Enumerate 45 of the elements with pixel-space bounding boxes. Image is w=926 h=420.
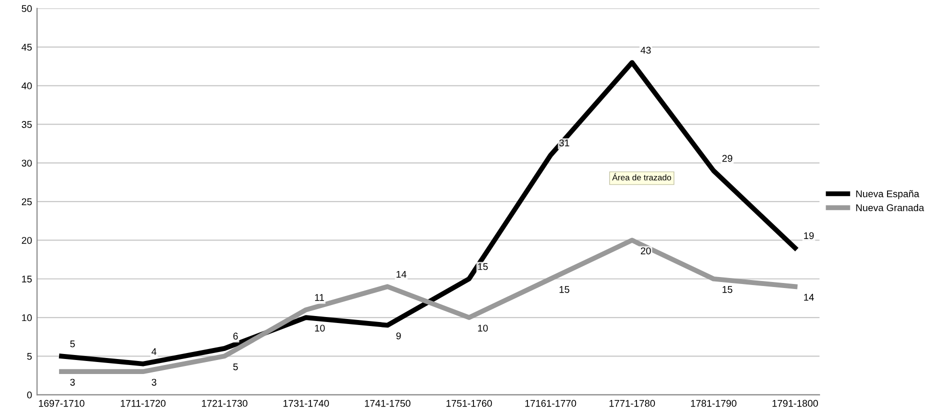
data-label: 43 bbox=[640, 46, 651, 54]
data-label: 15 bbox=[478, 263, 488, 270]
data-label: 14 bbox=[804, 294, 814, 301]
data-label: 15 bbox=[560, 286, 570, 293]
y-tick-label: 5 bbox=[27, 352, 32, 360]
data-label: 29 bbox=[722, 154, 732, 162]
legend-label: Nueva Granada bbox=[856, 204, 924, 212]
x-tick-label: 1731-1740 bbox=[284, 400, 329, 407]
data-label: 9 bbox=[396, 332, 401, 340]
line-series bbox=[59, 238, 798, 374]
y-tick-label: 15 bbox=[22, 276, 32, 282]
annotation: Área de trazado bbox=[612, 173, 672, 180]
data-label: 15 bbox=[722, 286, 732, 293]
y-tick-label: 0 bbox=[27, 392, 32, 398]
data-label: 5 bbox=[70, 340, 75, 348]
y-tick-label: 10 bbox=[22, 314, 32, 322]
y-tick-label: 20 bbox=[22, 236, 32, 244]
x-tick-label: 1781-1790 bbox=[691, 400, 736, 407]
data-label: 20 bbox=[640, 247, 651, 254]
x-tick-label: 17161-1770 bbox=[525, 400, 576, 407]
data-label: 3 bbox=[152, 378, 156, 386]
y-tick-label: 40 bbox=[22, 82, 32, 90]
legend-label: Nueva España bbox=[856, 190, 920, 200]
x-tick-label: 1791-1800 bbox=[772, 400, 818, 407]
data-label: 10 bbox=[478, 324, 488, 332]
data-label: 11 bbox=[315, 294, 324, 301]
y-tick-label: 30 bbox=[22, 160, 32, 167]
data-label: 3 bbox=[70, 378, 75, 386]
x-tick-label: 1751-1760 bbox=[446, 400, 492, 407]
x-tick-label: 1771-1780 bbox=[610, 400, 655, 407]
data-label: 31 bbox=[559, 139, 570, 146]
data-label: 6 bbox=[233, 332, 238, 340]
y-tick-label: 25 bbox=[22, 198, 32, 206]
y-tick-label: 35 bbox=[22, 121, 32, 128]
data-label: 4 bbox=[152, 348, 156, 355]
y-tick-label: 50 bbox=[22, 5, 32, 12]
x-tick-label: 1697-1710 bbox=[38, 400, 84, 407]
data-label: 19 bbox=[804, 232, 814, 240]
data-label: 14 bbox=[396, 270, 406, 278]
x-tick-label: 1741-1750 bbox=[365, 400, 410, 407]
x-tick-label: 1721-1730 bbox=[202, 400, 248, 407]
y-tick-label: 45 bbox=[22, 44, 32, 51]
x-tick-label: 1711-1720 bbox=[120, 400, 166, 407]
data-label: 5 bbox=[233, 363, 238, 370]
data-label: 10 bbox=[315, 324, 325, 332]
